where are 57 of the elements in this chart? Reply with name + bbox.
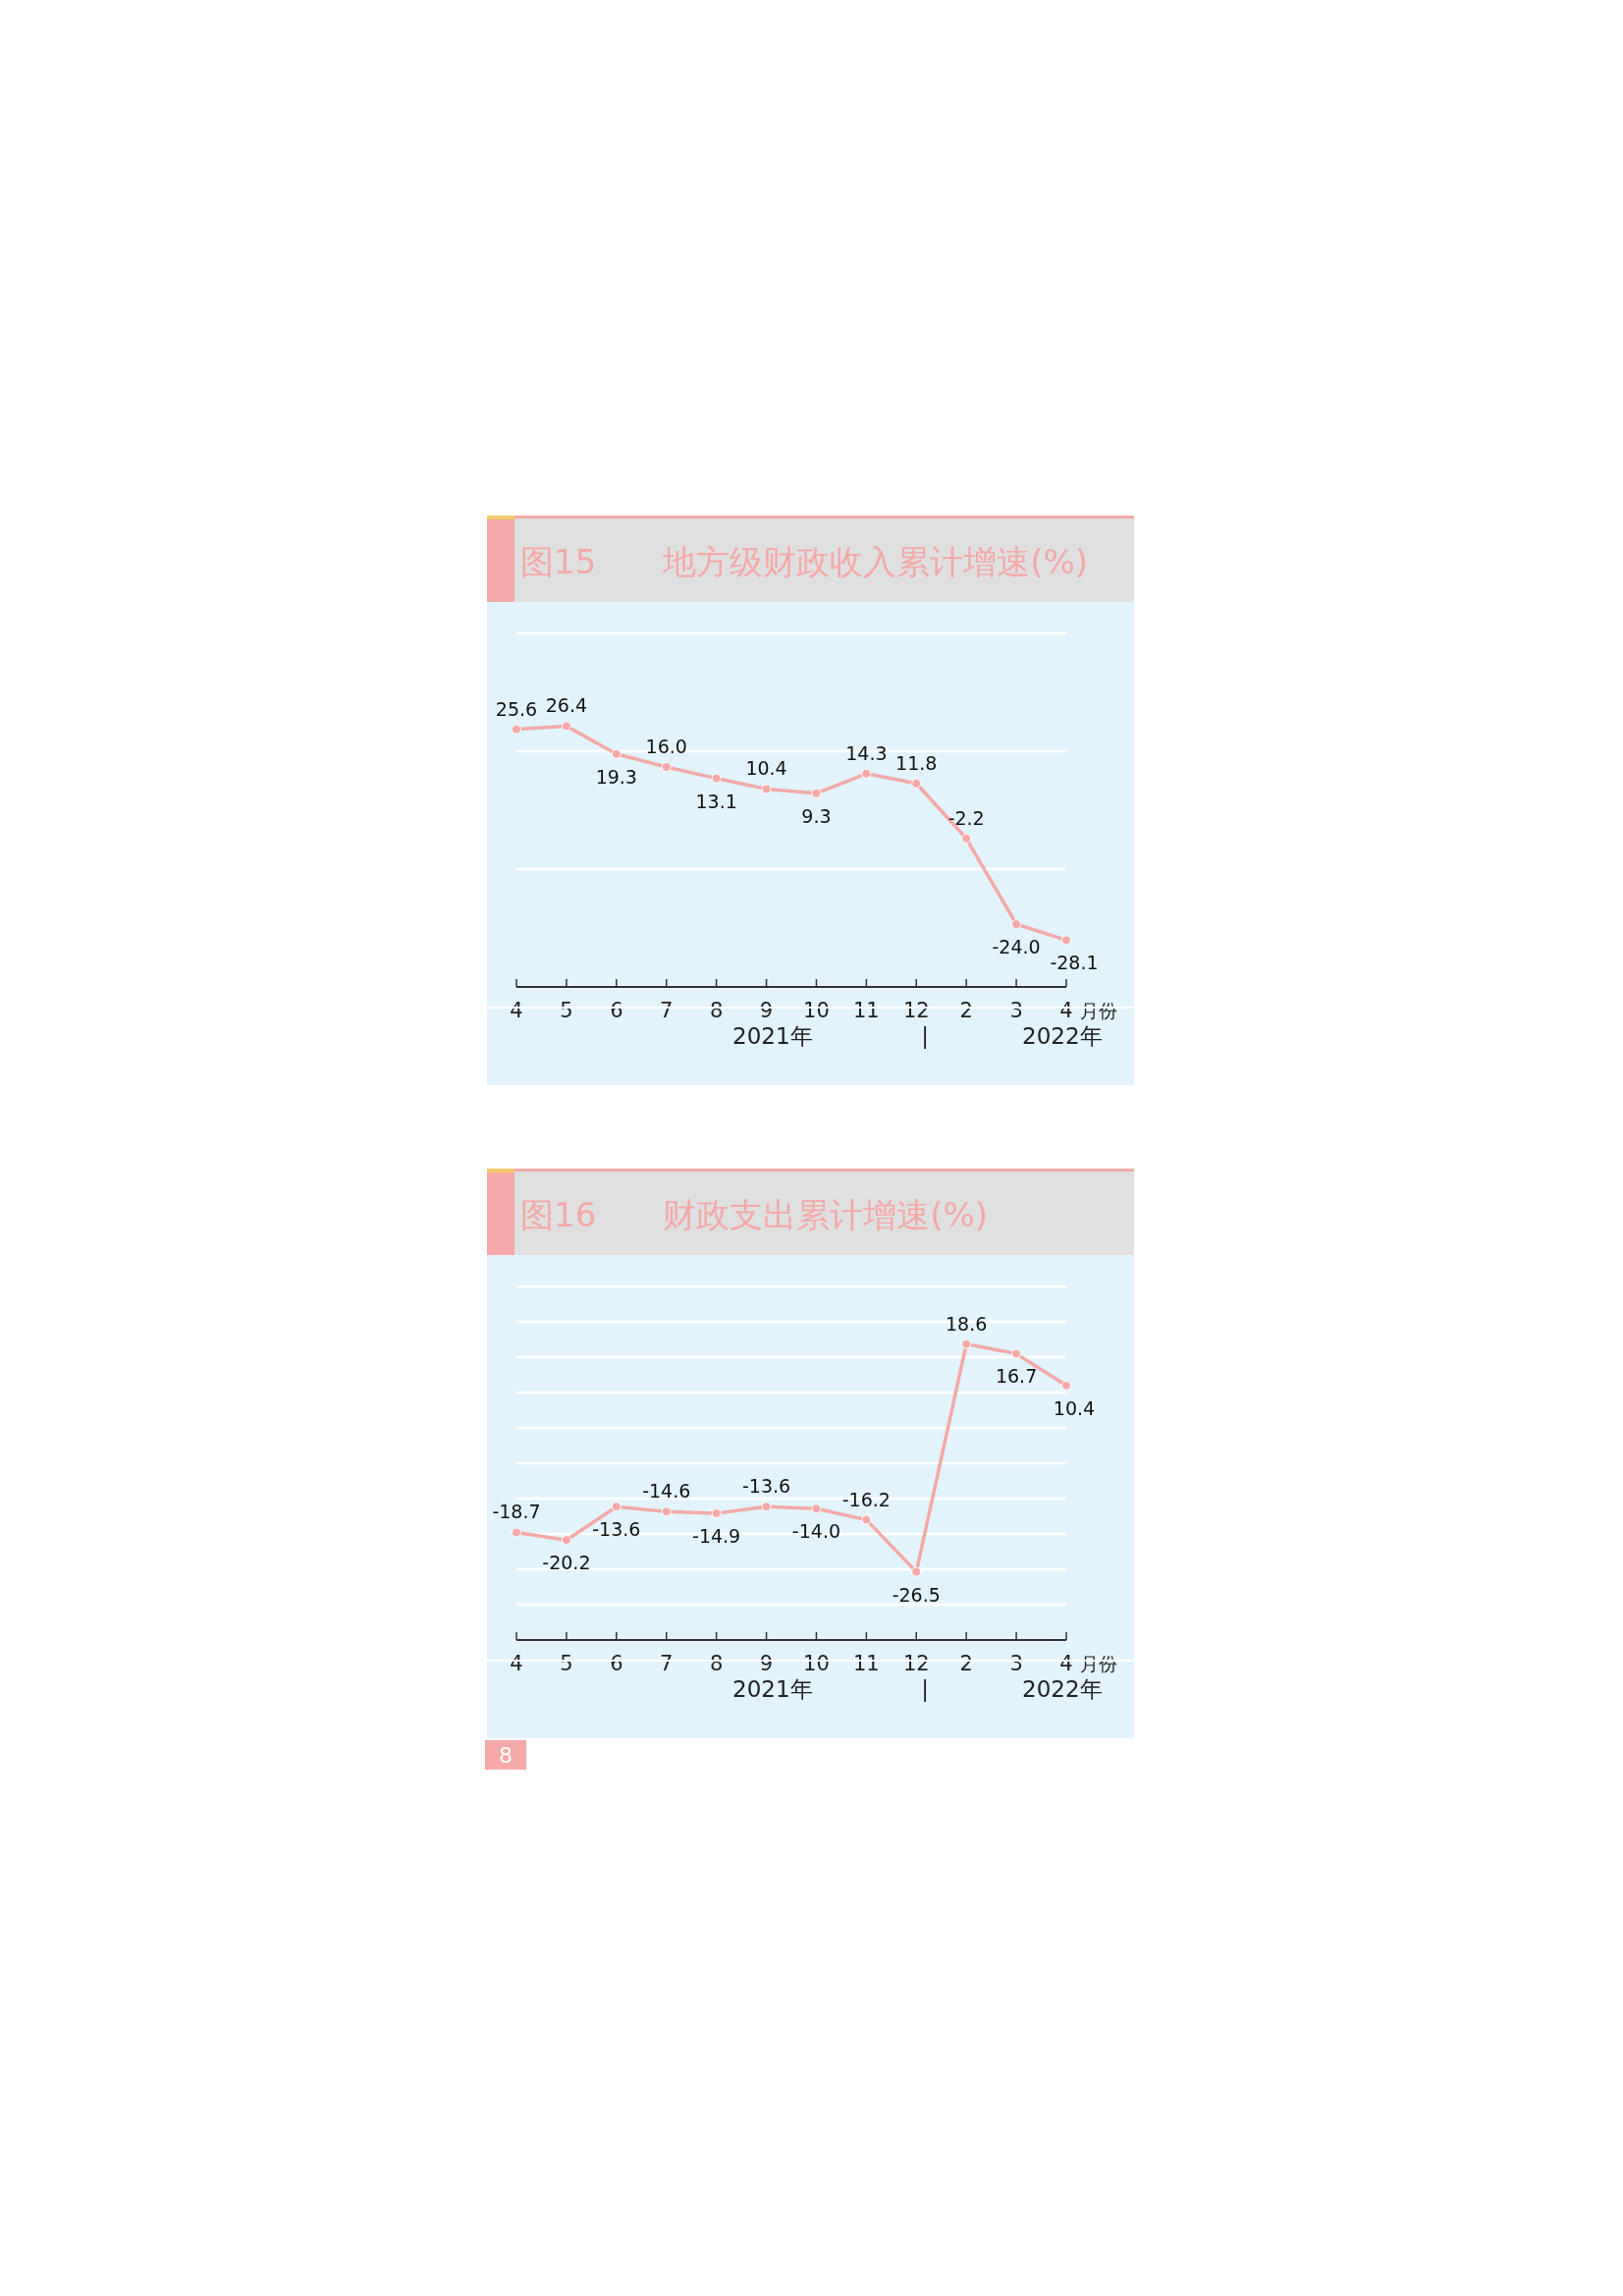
point xyxy=(611,748,622,759)
point xyxy=(611,1502,622,1512)
data-label: -14.6 xyxy=(642,1480,691,1503)
point xyxy=(811,1503,822,1514)
point xyxy=(861,768,872,779)
point xyxy=(861,1514,872,1525)
point xyxy=(711,1507,722,1518)
data-label: -13.6 xyxy=(741,1475,791,1498)
point xyxy=(661,1506,672,1517)
text: | xyxy=(921,1676,929,1702)
point xyxy=(1011,1348,1022,1359)
data-label: -26.5 xyxy=(892,1583,941,1606)
data-label: 13.1 xyxy=(695,790,737,812)
text: 2021年 xyxy=(732,1023,813,1049)
data-label: 10.4 xyxy=(1053,1396,1096,1419)
point xyxy=(761,784,772,794)
data-label: -14.0 xyxy=(791,1520,841,1543)
data-label: -20.2 xyxy=(542,1552,591,1574)
point xyxy=(661,762,672,772)
data-label: -2.2 xyxy=(947,806,985,829)
point xyxy=(961,833,972,844)
point xyxy=(911,1566,922,1577)
point xyxy=(1011,919,1022,929)
data-label: -14.9 xyxy=(692,1524,741,1547)
data-label: -18.7 xyxy=(492,1501,541,1523)
chart-title: 图16 财政支出累计增速(%) xyxy=(520,1195,989,1234)
data-label: 16.0 xyxy=(645,736,687,757)
point xyxy=(512,1527,521,1538)
text: | xyxy=(921,1023,929,1049)
point xyxy=(961,1339,972,1349)
point xyxy=(561,721,571,732)
data-label: 14.3 xyxy=(845,741,888,764)
point xyxy=(761,1502,772,1512)
text: 2022年 xyxy=(1022,1023,1103,1049)
text: 2021年 xyxy=(732,1676,813,1702)
data-label: -28.1 xyxy=(1050,952,1099,974)
data-label: 10.4 xyxy=(745,757,787,780)
data-label: -24.0 xyxy=(992,936,1041,957)
point xyxy=(512,724,521,735)
text: 8 xyxy=(499,1743,513,1768)
point xyxy=(711,773,722,784)
data-label: 25.6 xyxy=(495,697,538,720)
data-label: 9.3 xyxy=(801,804,832,827)
data-label: 18.6 xyxy=(946,1312,988,1335)
point xyxy=(911,778,922,789)
point xyxy=(561,1535,571,1546)
point xyxy=(1061,935,1071,946)
text: 2022年 xyxy=(1022,1676,1103,1702)
point xyxy=(811,788,822,798)
data-label: -13.6 xyxy=(592,1518,641,1541)
point xyxy=(1061,1380,1071,1391)
data-label: 19.3 xyxy=(595,765,637,788)
data-label: 26.4 xyxy=(545,694,588,717)
data-label: 16.7 xyxy=(995,1365,1038,1388)
data-label: 11.8 xyxy=(895,751,938,774)
data-label: -16.2 xyxy=(841,1488,891,1510)
chart-title: 图15 地方级财政收入累计增速(%) xyxy=(520,542,1089,581)
